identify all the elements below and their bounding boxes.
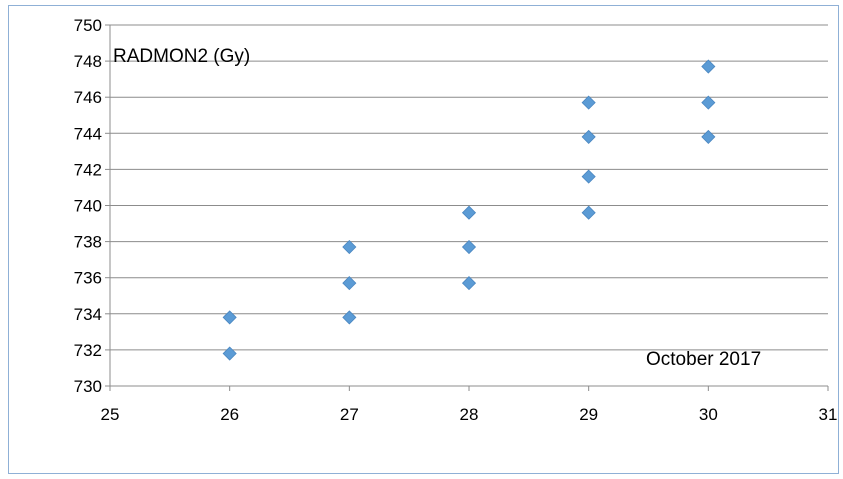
data-point bbox=[222, 346, 237, 361]
data-point bbox=[581, 205, 596, 220]
data-point bbox=[581, 169, 596, 184]
grid-lines bbox=[110, 24, 828, 351]
y-tick-label: 732 bbox=[74, 341, 102, 360]
data-point bbox=[461, 205, 477, 220]
data-point bbox=[461, 239, 477, 255]
data-point bbox=[581, 129, 596, 144]
data-point bbox=[581, 95, 596, 110]
data-point bbox=[342, 239, 357, 255]
data-point bbox=[342, 310, 357, 325]
y-tick-label: 738 bbox=[74, 233, 102, 252]
data-point bbox=[701, 95, 716, 110]
data-point bbox=[701, 59, 716, 74]
data-points bbox=[222, 59, 716, 361]
y-tick-label: 736 bbox=[74, 269, 102, 288]
x-tick-label: 26 bbox=[220, 405, 239, 424]
y-tick-label: 734 bbox=[74, 305, 102, 324]
period-annotation: October 2017 bbox=[646, 349, 761, 370]
x-tick-label: 27 bbox=[340, 405, 359, 424]
y-tick-label: 740 bbox=[74, 197, 102, 216]
x-tick-label: 29 bbox=[579, 405, 598, 424]
data-point bbox=[342, 276, 357, 291]
y-tick-labels: 730 732 734 736 738 740 742 744 746 748 750 bbox=[74, 16, 102, 396]
x-tick-label: 30 bbox=[699, 405, 718, 424]
y-tick-label: 730 bbox=[74, 377, 102, 396]
x-tick-label: 31 bbox=[819, 405, 838, 424]
y-tick-label: 748 bbox=[74, 52, 102, 71]
y-tick-label: 750 bbox=[74, 16, 102, 35]
x-tick-label: 25 bbox=[101, 405, 120, 424]
quantity-annotation: RADMON2 (Gy) bbox=[113, 46, 250, 67]
axes bbox=[105, 24, 829, 391]
data-point bbox=[701, 129, 716, 144]
x-tick-label: 28 bbox=[460, 405, 479, 424]
y-tick-label: 742 bbox=[74, 160, 102, 179]
data-point bbox=[461, 276, 477, 291]
data-point bbox=[222, 310, 237, 325]
y-tick-label: 746 bbox=[74, 88, 102, 107]
chart-frame bbox=[8, 5, 839, 474]
y-tick-label: 744 bbox=[74, 124, 102, 143]
x-tick-labels: 25 26 27 28 29 30 31 bbox=[101, 405, 838, 424]
